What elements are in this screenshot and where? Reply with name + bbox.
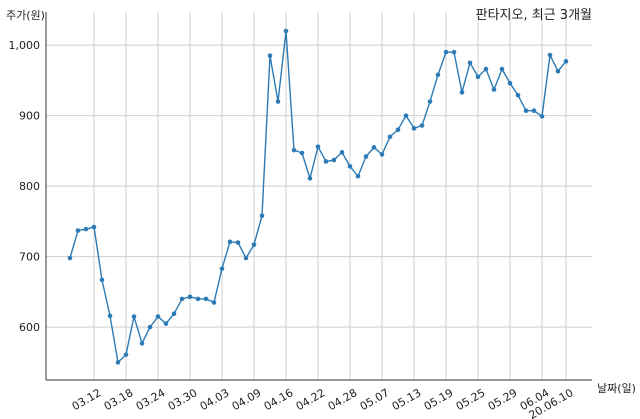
data-point — [323, 159, 329, 164]
data-point — [259, 213, 265, 219]
data-point — [443, 49, 449, 55]
y-tick-labels: 600 700 800 900 1,000 — [9, 39, 41, 334]
data-point — [203, 296, 209, 302]
data-point — [195, 296, 201, 302]
y-tick-label: 600 — [19, 321, 40, 334]
x-tick-label: 04.22 — [294, 386, 328, 413]
x-tick-label: 05.07 — [358, 386, 392, 413]
x-axis-label: 날짜(일) — [597, 381, 636, 395]
x-tick-label: 05.29 — [486, 386, 520, 413]
x-tick-label: 03.12 — [70, 386, 104, 413]
data-point — [403, 113, 409, 118]
data-point — [179, 296, 185, 302]
data-point — [491, 87, 497, 92]
data-point — [483, 66, 489, 72]
data-point — [475, 74, 481, 80]
data-point — [531, 108, 537, 113]
data-point — [515, 92, 521, 98]
y-tick-label: 700 — [19, 251, 40, 264]
data-point — [467, 60, 473, 66]
x-tick-label: 03.24 — [134, 386, 168, 413]
data-point — [131, 314, 137, 319]
data-point — [555, 68, 561, 74]
data-point — [67, 255, 73, 261]
data-point — [387, 134, 393, 140]
data-point — [451, 49, 457, 55]
x-tick-label: 04.16 — [262, 386, 296, 413]
data-point — [139, 341, 145, 346]
data-point — [227, 239, 233, 245]
data-point — [563, 59, 569, 64]
x-tick-label: 04.09 — [230, 386, 264, 413]
data-point — [435, 72, 441, 78]
x-tick-label: 05.13 — [390, 386, 424, 413]
y-tick-label: 800 — [19, 180, 40, 193]
data-point — [459, 90, 465, 95]
x-tick-label: 04.03 — [198, 386, 232, 413]
data-point — [499, 66, 505, 72]
data-point — [171, 311, 177, 317]
data-point — [187, 294, 193, 300]
chart-title: 판타지오, 최근 3개월 — [476, 8, 592, 23]
data-point — [419, 123, 425, 128]
x-tick-label: 03.18 — [102, 386, 136, 413]
data-point — [147, 324, 153, 330]
data-point — [123, 352, 129, 357]
data-point — [235, 240, 241, 245]
data-point — [243, 255, 249, 261]
data-point — [539, 114, 545, 119]
y-tick-label: 1,000 — [9, 39, 41, 52]
data-point — [275, 99, 281, 104]
data-point — [379, 152, 385, 157]
data-point — [547, 52, 553, 58]
grid-lines — [46, 12, 592, 380]
data-point — [211, 300, 217, 305]
data-point — [219, 266, 225, 271]
data-point — [347, 164, 353, 169]
data-point — [371, 145, 377, 150]
data-points — [67, 28, 569, 365]
data-point — [163, 321, 169, 326]
data-point — [395, 127, 401, 133]
y-tick-label: 900 — [19, 110, 40, 123]
data-point — [355, 173, 361, 179]
data-point — [411, 126, 417, 131]
data-point — [83, 226, 89, 232]
data-point — [307, 176, 313, 181]
data-point — [283, 28, 289, 34]
data-point — [91, 224, 97, 230]
x-tick-label: 03.30 — [166, 386, 200, 413]
data-point — [299, 150, 305, 156]
x-tick-label: 05.19 — [422, 386, 456, 413]
data-point — [251, 242, 257, 247]
data-point — [523, 108, 529, 113]
data-point — [507, 80, 513, 86]
data-point — [315, 144, 321, 149]
data-point — [107, 313, 113, 319]
data-point — [331, 157, 337, 163]
data-point — [363, 154, 369, 159]
data-point — [115, 360, 121, 365]
data-point — [155, 314, 161, 319]
x-tick-labels: 03.1203.1803.2403.3004.0304.0904.1604.22… — [70, 386, 576, 419]
data-point — [427, 99, 433, 104]
data-point — [291, 147, 297, 153]
x-tick-label: 04.28 — [326, 386, 360, 413]
data-point — [267, 53, 273, 59]
data-point — [339, 149, 345, 155]
x-tick-label: 05.25 — [454, 386, 488, 413]
axes — [45, 12, 592, 381]
data-point — [99, 277, 105, 283]
y-axis-label: 주가(원) — [6, 9, 45, 22]
data-point — [75, 228, 81, 233]
